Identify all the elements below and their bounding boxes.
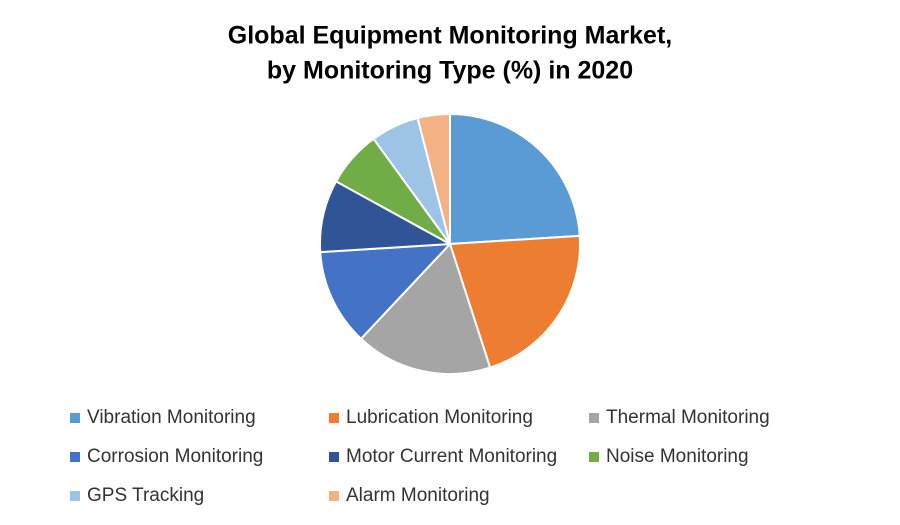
legend-swatch xyxy=(70,452,80,462)
pie-slice xyxy=(359,242,492,375)
legend-label: Corrosion Monitoring xyxy=(87,446,263,467)
legend-swatch xyxy=(329,413,339,423)
pie-slice xyxy=(319,242,453,341)
legend-label: Noise Monitoring xyxy=(606,446,749,467)
legend-label: Vibration Monitoring xyxy=(87,407,256,428)
pie-slice xyxy=(416,112,451,245)
legend-swatch xyxy=(70,413,80,423)
legend-swatch xyxy=(589,452,599,462)
legend-swatch xyxy=(329,452,339,462)
pie-slice xyxy=(449,112,581,246)
legend-label: Alarm Monitoring xyxy=(346,485,490,506)
legend-label: Thermal Monitoring xyxy=(606,407,770,428)
legend-label: Motor Current Monitoring xyxy=(346,446,557,467)
legend-swatch xyxy=(70,491,80,501)
chart-title: Global Equipment Monitoring Market, xyxy=(228,22,672,50)
chart-title: by Monitoring Type (%) in 2020 xyxy=(267,57,633,85)
legend-swatch xyxy=(589,413,599,423)
legend-label: GPS Tracking xyxy=(87,485,204,506)
legend-label: Lubrication Monitoring xyxy=(346,407,533,428)
pie-slice xyxy=(448,234,581,369)
legend-swatch xyxy=(329,491,339,501)
